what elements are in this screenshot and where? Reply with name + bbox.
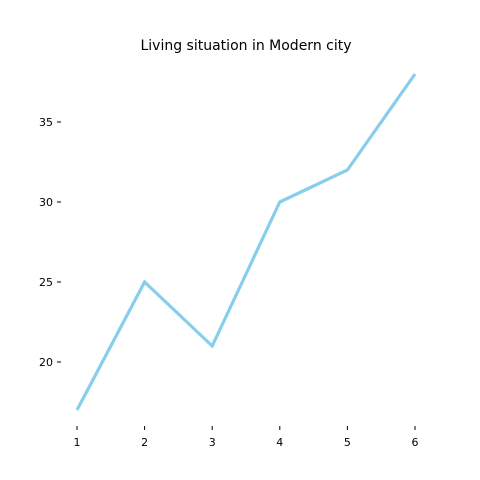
y-tick-label: 25 xyxy=(39,276,53,289)
chart-title: Living situation in Modern city xyxy=(140,38,351,54)
y-tick-label: 20 xyxy=(39,356,53,369)
x-tick-label: 5 xyxy=(344,436,351,449)
x-tick-label: 1 xyxy=(74,436,81,449)
series-line xyxy=(75,73,417,411)
y-tick-label: 35 xyxy=(39,116,53,129)
y-axis: 20 25 30 35 xyxy=(39,116,61,369)
x-tick-label: 6 xyxy=(412,436,419,449)
x-tick-label: 3 xyxy=(209,436,216,449)
x-axis: 1 2 3 4 5 6 xyxy=(74,426,419,449)
plot-area xyxy=(75,73,417,411)
x-tick-label: 4 xyxy=(276,436,283,449)
y-tick-label: 30 xyxy=(39,196,53,209)
x-tick-label: 2 xyxy=(141,436,148,449)
